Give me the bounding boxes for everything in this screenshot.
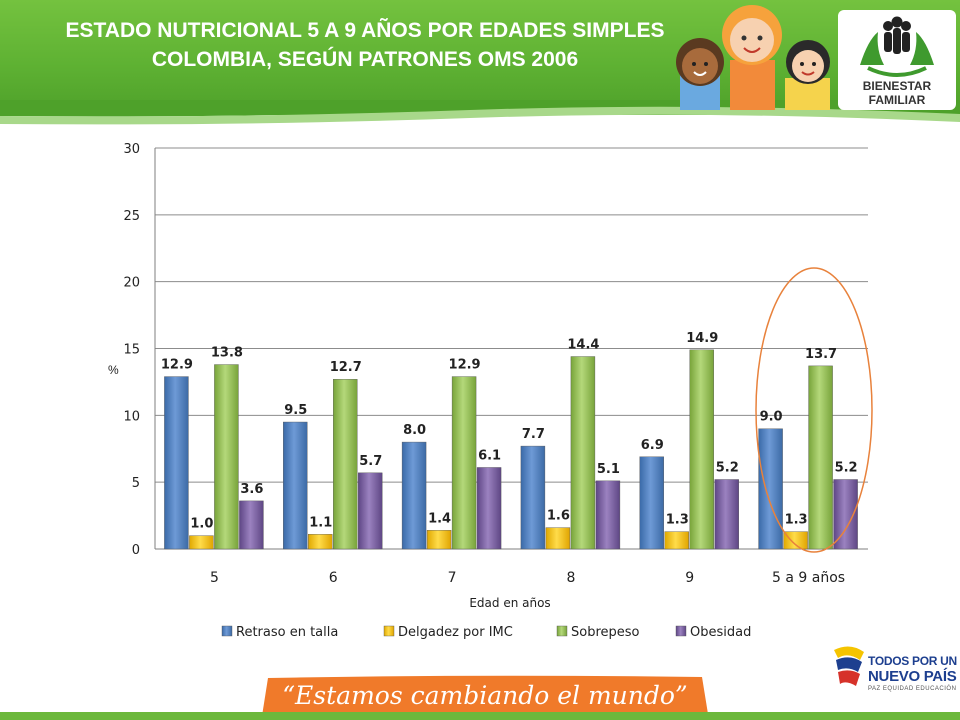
value-label: 13.7: [805, 347, 837, 362]
x-tick-label: 8: [566, 570, 575, 586]
value-label: 1.3: [785, 513, 808, 528]
bar-delgadez-por-imc-5: [783, 531, 808, 550]
legend-label: Retraso en talla: [236, 625, 338, 640]
todos-por-un-nuevo-pais-logo: [834, 646, 864, 686]
logo-text-line-1: BIENESTAR: [863, 79, 932, 93]
bar-obesidad-0: [239, 500, 264, 550]
value-label: 1.4: [428, 511, 451, 526]
x-tick-label: 5 a 9 años: [772, 570, 845, 586]
x-tick-label: 6: [329, 570, 338, 586]
gov-logo-line-1: TODOS POR UN: [868, 654, 957, 668]
value-label: 12.7: [330, 360, 362, 375]
bar-retraso-en-talla-5: [758, 428, 783, 550]
bar-delgadez-por-imc-4: [664, 531, 689, 550]
bar-sobrepeso-2: [451, 376, 477, 550]
bar-retraso-en-talla-3: [520, 445, 546, 550]
value-label: 6.9: [641, 438, 664, 453]
y-tick-label: 15: [123, 343, 140, 358]
value-label: 7.7: [522, 427, 545, 442]
x-tick-label: 7: [448, 570, 457, 586]
bienestar-familiar-logo: BIENESTAR FAMILIAR: [838, 10, 956, 110]
bottom-strip: [0, 712, 960, 720]
x-axis-label: Edad en años: [469, 596, 550, 610]
bar-sobrepeso-5: [808, 365, 833, 550]
legend-swatch: [383, 625, 395, 637]
y-tick-label: 25: [123, 209, 140, 224]
title-line-2: COLOMBIA, SEGÚN PATRONES OMS 2006: [151, 48, 579, 71]
value-label: 3.6: [240, 482, 263, 497]
y-axis-label: %: [108, 363, 119, 377]
value-label: 14.9: [686, 331, 718, 346]
bar-obesidad-1: [358, 472, 383, 550]
y-tick-label: 20: [123, 276, 140, 291]
value-label: 1.6: [547, 509, 570, 524]
y-tick-label: 30: [123, 142, 140, 157]
bar-sobrepeso-1: [333, 379, 358, 550]
bars: [164, 349, 858, 550]
legend-swatch: [556, 625, 568, 637]
y-tick-label: 5: [132, 476, 140, 491]
bar-obesidad-4: [714, 479, 739, 550]
gov-logo-line-3: PAZ EQUIDAD EDUCACIÓN: [868, 686, 957, 692]
title-line-1: ESTADO NUTRICIONAL 5 A 9 AÑOS POR EDADES…: [65, 19, 665, 42]
value-label: 5.2: [835, 460, 858, 475]
bar-sobrepeso-0: [214, 364, 239, 550]
value-label: 5.1: [597, 462, 620, 477]
children-illustration: [676, 5, 830, 110]
legend: Retraso en talla Delgadez por IMC Sobrepes…: [221, 625, 751, 640]
value-label: 12.9: [449, 358, 481, 373]
legend-label: Sobrepeso: [571, 625, 640, 640]
highlight-ellipse: [755, 267, 873, 553]
x-tick-label: 5: [210, 570, 219, 586]
bar-delgadez-por-imc-2: [426, 530, 452, 550]
bar-delgadez-por-imc-0: [189, 535, 214, 550]
y-axis-ticks: 0 5 10 15 20 25 30: [123, 142, 140, 558]
value-label: 5.2: [716, 460, 739, 475]
value-label: 6.1: [478, 448, 501, 463]
value-label: 1.0: [190, 517, 213, 532]
bar-retraso-en-talla-4: [639, 456, 664, 550]
slogan-banner: [262, 675, 708, 717]
x-tick-label: 9: [685, 570, 694, 586]
bar-retraso-en-talla-2: [401, 441, 427, 550]
legend-swatch: [221, 625, 233, 637]
legend-label: Delgadez por IMC: [398, 625, 513, 640]
grid-lines: [154, 147, 868, 550]
legend-label: Obesidad: [690, 625, 751, 640]
y-tick-label: 10: [123, 409, 140, 424]
value-label: 14.4: [567, 338, 599, 353]
value-label: 5.7: [359, 454, 382, 469]
value-label: 1.1: [309, 515, 332, 530]
value-label: 9.0: [760, 410, 783, 425]
value-label: 1.3: [666, 513, 689, 528]
legend-swatch: [675, 625, 687, 637]
bar-delgadez-por-imc-3: [545, 527, 571, 550]
bar-obesidad-2: [476, 467, 502, 550]
value-label: 12.9: [161, 358, 193, 373]
bar-sobrepeso-4: [689, 349, 714, 550]
bar-delgadez-por-imc-1: [308, 534, 333, 550]
bar-obesidad-3: [595, 480, 621, 550]
bar-sobrepeso-3: [570, 356, 596, 550]
gov-logo-line-2: NUEVO PAÍS: [868, 668, 957, 685]
value-label: 8.0: [403, 423, 426, 438]
bar-retraso-en-talla-1: [283, 421, 308, 550]
slogan-text: “Estamos cambiando el mundo”: [282, 681, 688, 710]
family-hands-icon: BIENESTAR FAMILIAR: [860, 16, 934, 107]
bar-retraso-en-talla-0: [164, 376, 189, 550]
logo-text-line-2: FAMILIAR: [869, 93, 926, 107]
value-label: 9.5: [284, 403, 307, 418]
y-tick-label: 0: [132, 543, 140, 558]
value-label: 13.8: [211, 346, 243, 361]
x-axis-ticks: 5 6 7 8 9 5 a 9 años: [210, 570, 845, 586]
value-labels: 12.9 1.0 13.8 3.6 9.5 1.1 12.7 5.7 8.0 1.4 12.9 6.1…: [161, 331, 858, 532]
page-title: ESTADO NUTRICIONAL 5 A 9 AÑOS POR EDADES…: [20, 16, 710, 74]
